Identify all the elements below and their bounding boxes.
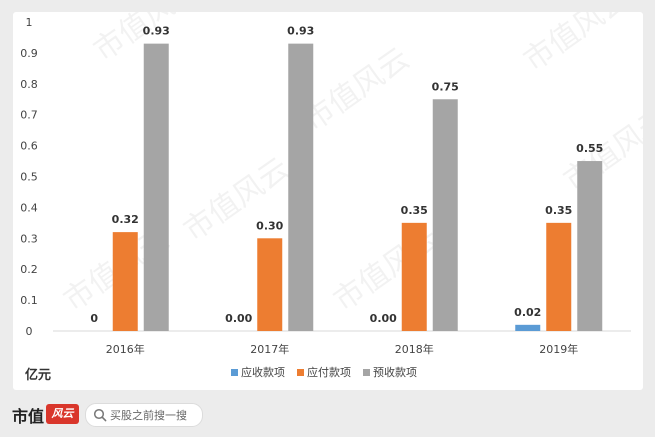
bars-layer [112, 43, 603, 331]
watermark-text: 市值风云 [178, 151, 296, 248]
y-tick-label: 0.8 [20, 78, 38, 91]
search-icon [93, 408, 107, 422]
bar [432, 99, 458, 331]
watermark-text: 市值风云 [328, 221, 446, 318]
y-tick-label: 0.3 [20, 232, 38, 245]
footer-bar: 市值 风云 买股之前搜一搜 [0, 393, 655, 437]
y-tick-label: 0.9 [20, 47, 38, 60]
y-tick-label: 0.5 [20, 171, 38, 184]
y-axis-ticks: 0 0.1 0.2 0.3 0.4 0.5 0.6 0.7 0.8 0.9 1 [20, 16, 38, 338]
y-tick-label: 0.2 [20, 263, 38, 276]
legend-swatch [231, 369, 238, 376]
y-tick-label: 0 [26, 325, 33, 338]
data-label: 0 [90, 312, 98, 325]
data-label: 0.30 [256, 219, 283, 232]
bar [401, 222, 427, 331]
search-placeholder: 买股之前搜一搜 [110, 409, 187, 422]
y-tick-label: 0.6 [20, 140, 38, 153]
x-tick-label: 2016年 [106, 342, 145, 356]
watermark-text: 市值风云 [518, 12, 636, 79]
legend-entry: 应付款项 [307, 365, 351, 379]
bar-chart: 市值风云市值风云市值风云市值风云市值风云市值风云市值风云 00.10.20.30… [20, 12, 643, 379]
data-label: 0.93 [143, 25, 170, 38]
y-tick-label: 0.7 [20, 109, 38, 122]
watermark-text: 市值风云 [298, 41, 416, 138]
legend-entry: 预收款项 [373, 365, 417, 379]
x-tick-label: 2018年 [395, 342, 434, 356]
y-axis-unit-label: 亿元 [25, 368, 52, 383]
bar [257, 238, 283, 331]
legend-entry: 应收款项 [241, 365, 285, 379]
bar [112, 232, 138, 331]
x-axis-ticks: 2016年 2017年 2018年 2019年 [106, 342, 579, 356]
data-label: 0.32 [112, 213, 139, 226]
data-label: 0.02 [514, 306, 541, 319]
search-box[interactable]: 买股之前搜一搜 [85, 403, 203, 427]
data-label: 0.00 [225, 312, 252, 325]
data-label: 0.55 [576, 142, 603, 155]
data-label: 0.93 [287, 25, 314, 38]
legend: 应收款项 应付款项 预收款项 [231, 365, 417, 379]
bar [577, 161, 603, 331]
bar [546, 222, 572, 331]
bar [515, 324, 541, 331]
brand-logo-mark: 风云 [46, 404, 79, 424]
bar [288, 43, 314, 331]
value-labels-layer: 0 0.32 0.93 0.00 0.30 0.93 0.00 0.35 0.75 0.02 0.3… [90, 25, 603, 325]
data-label: 0.35 [401, 204, 428, 217]
legend-swatch [297, 369, 304, 376]
chart-card: 市值风云市值风云市值风云市值风云市值风云市值风云市值风云 00.10.20.30… [13, 12, 643, 390]
data-label: 0.75 [432, 80, 459, 93]
legend-swatch [363, 369, 370, 376]
y-tick-label: 0.4 [20, 201, 38, 214]
x-tick-label: 2019年 [539, 342, 578, 356]
data-label: 0.00 [370, 312, 397, 325]
brand-logo: 市值 [12, 407, 45, 426]
bar [143, 43, 169, 331]
y-tick-label: 0.1 [20, 294, 38, 307]
y-tick-label: 1 [26, 16, 33, 29]
data-label: 0.35 [545, 204, 572, 217]
x-tick-label: 2017年 [250, 342, 289, 356]
